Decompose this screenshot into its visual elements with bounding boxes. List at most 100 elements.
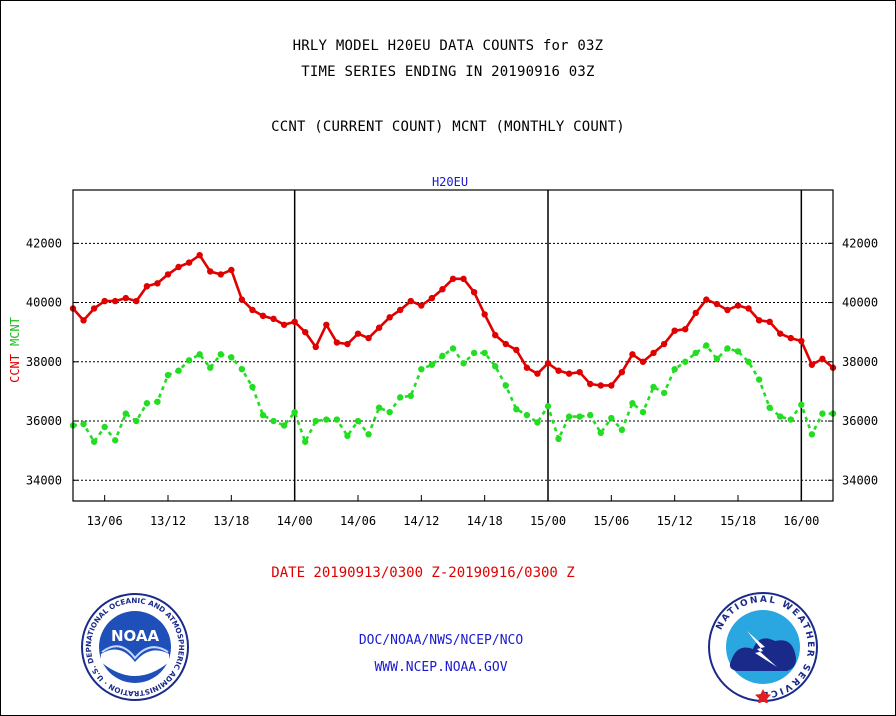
ccnt-point	[798, 337, 805, 345]
mcnt-point	[766, 404, 773, 411]
ccnt-point	[291, 318, 298, 326]
mcnt-point	[724, 345, 731, 352]
series-mcnt	[69, 342, 837, 445]
mcnt-point	[682, 358, 689, 365]
ccnt-point	[565, 370, 573, 377]
mcnt-point	[502, 382, 509, 389]
mcnt-point	[154, 398, 161, 405]
mcnt-point	[492, 363, 499, 370]
ccnt-point	[90, 305, 98, 312]
x-tick-label: 14/06	[340, 514, 376, 528]
ccnt-point	[787, 334, 794, 342]
mcnt-point	[133, 417, 140, 425]
date-range-label: DATE 20190913/0300 Z-20190916/0300 Z	[271, 565, 575, 581]
ccnt-point	[439, 286, 446, 293]
ccnt-point	[660, 340, 668, 348]
ccnt-point	[133, 297, 140, 305]
mcnt-point	[238, 365, 246, 373]
ccnt-point	[354, 330, 362, 337]
mcnt-point	[397, 394, 404, 401]
mcnt-point	[819, 410, 826, 417]
x-tick-label: 15/06	[593, 514, 629, 528]
mcnt-point	[344, 432, 351, 440]
y-tick-label-right: 40000	[842, 296, 878, 310]
mcnt-point	[259, 411, 267, 419]
ccnt-point	[154, 280, 161, 287]
ccnt-point	[724, 306, 731, 314]
website-link[interactable]: WWW.NCEP.NOAA.GOV	[374, 660, 508, 675]
ccnt-point	[745, 305, 752, 312]
mcnt-point	[80, 420, 87, 428]
mcnt-point	[418, 365, 425, 373]
y-tick-label-right: 42000	[842, 236, 878, 250]
ccnt-point	[544, 360, 552, 367]
ccnt-point	[534, 370, 541, 377]
ccnt-point	[302, 328, 309, 336]
ccnt-point	[386, 314, 393, 321]
ccnt-point	[270, 315, 277, 323]
ccnt-point	[819, 355, 826, 363]
y-axis-label-mcnt: MCNT	[8, 317, 22, 346]
mcnt-point	[618, 426, 626, 434]
ccnt-point	[249, 306, 256, 314]
mcnt-point	[544, 403, 552, 410]
mcnt-point	[302, 438, 309, 445]
ccnt-point	[481, 311, 488, 318]
mcnt-point	[143, 400, 151, 407]
y-tick-label-right: 38000	[842, 355, 878, 369]
mcnt-point	[196, 351, 203, 358]
mcnt-point	[101, 423, 108, 431]
x-tick-label: 14/12	[403, 514, 439, 528]
mcnt-point	[428, 361, 436, 368]
ccnt-point	[513, 346, 520, 354]
mcnt-point	[777, 413, 784, 420]
ccnt-point	[397, 306, 404, 314]
noaa-logo: NATIONAL OCEANIC AND ATMOSPHERIC ADMINIS…	[80, 592, 189, 701]
ccnt-point	[238, 296, 246, 303]
mcnt-point	[650, 383, 657, 391]
mcnt-point	[365, 431, 372, 438]
ccnt-point	[576, 368, 583, 376]
mcnt-point	[565, 413, 573, 420]
mcnt-point	[185, 357, 193, 364]
mcnt-point	[270, 417, 277, 425]
y-tick-label-left: 38000	[26, 355, 62, 369]
ccnt-point	[333, 339, 341, 346]
ccnt-point	[734, 302, 742, 309]
mcnt-point	[280, 422, 288, 429]
ccnt-point	[185, 259, 193, 266]
title-line-2: TIME SERIES ENDING IN 20190916 03Z	[301, 64, 595, 80]
ccnt-point	[703, 296, 710, 303]
mcnt-point	[323, 416, 330, 423]
mcnt-point	[439, 352, 446, 360]
x-tick-label: 14/18	[467, 514, 503, 528]
ccnt-point	[713, 300, 721, 308]
mcnt-point	[703, 342, 710, 349]
ccnt-point	[122, 294, 129, 302]
mcnt-point	[660, 389, 668, 397]
series-ccnt	[69, 251, 837, 389]
ccnt-point	[207, 268, 214, 275]
y-tick-label-left: 40000	[26, 296, 62, 310]
ccnt-point	[808, 361, 816, 368]
ccnt-point	[143, 283, 151, 290]
ccnt-point	[323, 321, 330, 328]
ccnt-point	[639, 358, 647, 365]
mcnt-point	[470, 349, 478, 357]
ccnt-point	[175, 263, 182, 271]
mcnt-point	[798, 401, 805, 408]
mcnt-point	[597, 429, 604, 437]
x-tick-label: 15/00	[530, 514, 566, 528]
mcnt-point	[354, 417, 362, 425]
y-axis-label-ccnt: CCNT	[8, 354, 22, 383]
ccnt-point	[502, 340, 509, 348]
org-label: DOC/NOAA/NWS/NCEP/NCO	[358, 633, 524, 648]
y-tick-label-left: 42000	[26, 236, 62, 250]
title-line-1: HRLY MODEL H20EU DATA COUNTS for 03Z	[292, 38, 604, 54]
title-line-3: CCNT (CURRENT COUNT) MCNT (MONTHLY COUNT…	[271, 119, 625, 135]
mcnt-point	[228, 354, 235, 361]
mcnt-point	[291, 408, 298, 416]
ccnt-point	[682, 326, 689, 333]
ccnt-point	[196, 251, 203, 259]
ccnt-point	[375, 324, 383, 331]
